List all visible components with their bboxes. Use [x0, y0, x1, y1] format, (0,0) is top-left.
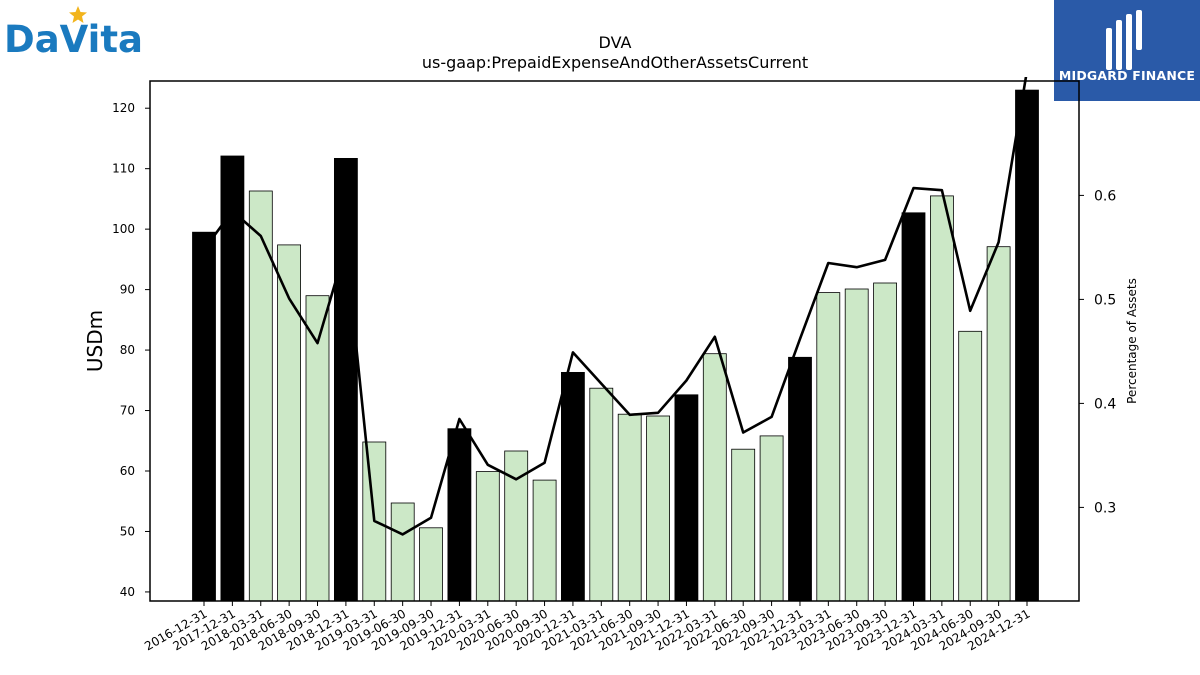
- y2-axis: 0.3 0.4 0.5 0.6: [1079, 188, 1116, 516]
- midgard-logo-text: MIDGARD FINANCE: [1058, 68, 1196, 83]
- percentage-of-assets-line: [202, 77, 1028, 536]
- y-tick-label: 50: [120, 524, 135, 538]
- bar-2019-06-30: [390, 502, 415, 602]
- bar-2022-12-31: [788, 356, 812, 602]
- bar-2016-12-31: [192, 231, 216, 602]
- y-tick-label: 80: [120, 343, 135, 357]
- y-tick-label: 70: [120, 404, 135, 418]
- bar-2024-03-31: [930, 195, 954, 602]
- bar-2019-09-30: [419, 527, 443, 602]
- bar-2021-03-31: [589, 387, 614, 602]
- bar-2020-09-30: [532, 479, 557, 602]
- y-tick-label: 60: [120, 464, 135, 478]
- midgard-emblem-icon: [1106, 10, 1142, 70]
- bar-2023-09-30: [873, 282, 897, 602]
- bars-group: [192, 89, 1039, 602]
- y-tick-label: 110: [112, 162, 135, 176]
- bar-2024-06-30: [958, 330, 983, 602]
- bar-2022-06-30: [731, 448, 756, 602]
- bar-2020-03-31: [475, 471, 500, 602]
- bar-2022-03-31: [702, 353, 727, 602]
- bar-2023-03-31: [816, 292, 841, 602]
- bar-2022-09-30: [759, 435, 784, 602]
- bar-2021-09-30: [646, 415, 670, 602]
- midgard-finance-logo: MIDGARD FINANCE: [1054, 0, 1200, 101]
- bar-2023-06-30: [844, 288, 869, 602]
- y-tick-label: 120: [112, 101, 135, 115]
- bar-2021-12-31: [674, 394, 699, 602]
- chart-title: DVA: [599, 33, 632, 52]
- x-axis: 2016-12-312017-12-312018-03-312018-06-30…: [142, 601, 1033, 653]
- plot-frame: [149, 80, 1080, 602]
- y-tick-label: 40: [120, 585, 135, 599]
- davita-logo-text: DaVita: [4, 18, 143, 60]
- y-tick-label: 100: [112, 222, 135, 236]
- y-axis-label: USDm: [83, 310, 107, 372]
- bar-2018-12-31: [333, 157, 358, 602]
- line-group: [202, 77, 1028, 536]
- bar-2019-12-31: [447, 428, 472, 602]
- chart-subtitle: us-gaap:PrepaidExpenseAndOtherAssetsCurr…: [422, 53, 808, 72]
- y2-tick-label: 0.5: [1094, 292, 1116, 308]
- y2-tick-label: 0.4: [1094, 396, 1116, 412]
- bar-2024-09-30: [986, 246, 1011, 602]
- bar-2024-12-31: [1015, 89, 1039, 602]
- davita-star-icon: [69, 6, 87, 23]
- y-tick-label: 90: [120, 283, 135, 297]
- bar-2021-06-30: [617, 413, 642, 602]
- davita-logo: DaVita: [4, 4, 144, 61]
- y2-axis-label: Percentage of Assets: [1125, 278, 1139, 404]
- bar-2023-12-31: [901, 212, 926, 602]
- y2-tick-label: 0.6: [1094, 188, 1116, 204]
- y-axis: 40 50 60 70 80 90 100 110 120: [112, 101, 150, 599]
- y2-tick-label: 0.3: [1094, 500, 1116, 516]
- bar-2020-12-31: [561, 371, 585, 602]
